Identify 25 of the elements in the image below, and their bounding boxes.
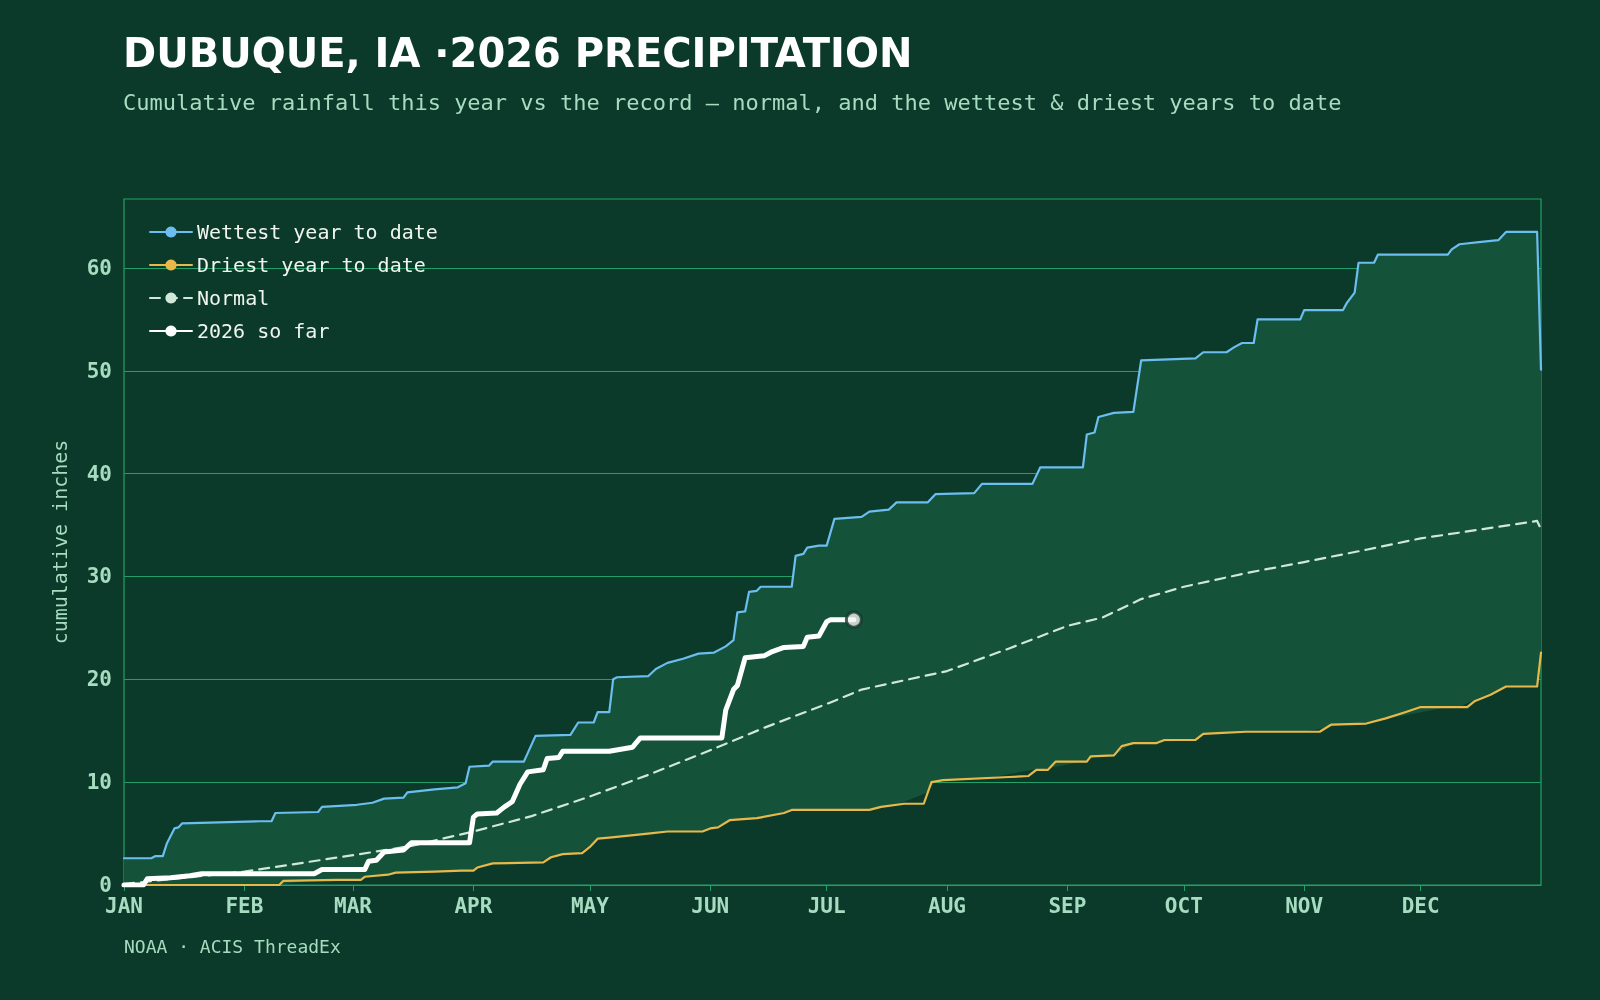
y-axis-title: cumulative inches: [48, 439, 72, 645]
x-tick-label: NOV: [1285, 893, 1324, 918]
y-tick-label: 50: [86, 358, 112, 383]
x-tick-label: OCT: [1164, 893, 1203, 918]
x-tick-label: MAY: [570, 893, 610, 918]
chart-title: DUBUQUE, IA ·2026 PRECIPITATION: [123, 30, 913, 76]
legend-label: Wettest year to date: [197, 220, 438, 244]
chart-subtitle: Cumulative rainfall this year vs the record — normal, and the wettest & driest years to date: [123, 89, 1342, 115]
y-tick-label: 10: [86, 770, 112, 795]
x-tick-label: DEC: [1401, 893, 1440, 918]
x-tick-label: JUL: [807, 893, 846, 918]
legend-label: 2026 so far: [197, 319, 330, 343]
legend-label: Normal: [197, 286, 270, 310]
y-tick-label: 30: [86, 564, 112, 589]
legend-label: Driest year to date: [197, 253, 426, 277]
x-tick-label: MAR: [334, 893, 373, 918]
y-tick-label: 20: [86, 667, 112, 692]
x-tick-label: FEB: [225, 893, 264, 918]
x-tick-label: AUG: [928, 893, 966, 918]
y-tick-label: 60: [86, 255, 112, 280]
text: NOAA · ACIS ThreadEx: [124, 935, 341, 957]
y-tick-label: 40: [86, 461, 112, 486]
x-tick-label: SEP: [1048, 893, 1087, 918]
x-tick-label: APR: [454, 893, 493, 918]
x-tick-label: JUN: [691, 893, 730, 918]
